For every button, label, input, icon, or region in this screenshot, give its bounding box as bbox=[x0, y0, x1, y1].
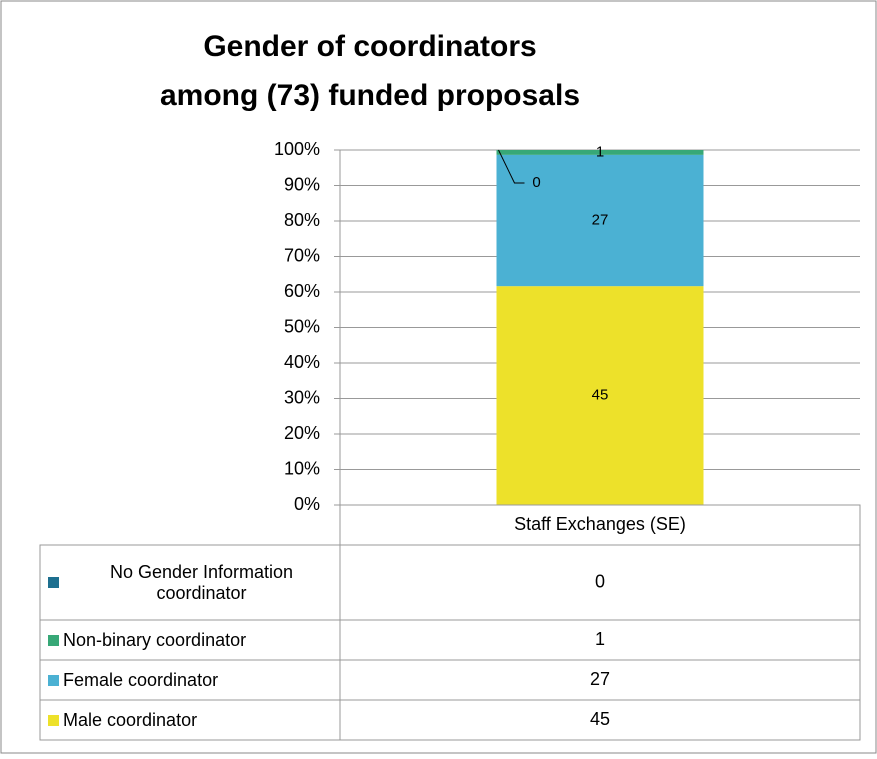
legend-label: Female coordinator bbox=[63, 669, 219, 690]
legend-key bbox=[48, 714, 59, 726]
data-label: 0 bbox=[532, 174, 540, 191]
table-cell bbox=[339, 699, 861, 741]
bar-segment bbox=[496, 286, 704, 505]
bar-segment bbox=[496, 150, 704, 155]
y-tick-label: 30% bbox=[284, 387, 320, 407]
legend-item: Non-binary coordinator bbox=[40, 620, 340, 660]
legend-label: No Gender Information coordinator bbox=[109, 561, 294, 603]
y-tick-label: 20% bbox=[284, 423, 320, 443]
legend-key bbox=[48, 674, 59, 686]
legend-entry: Non-binary coordinator bbox=[40, 620, 340, 660]
x-tick-label: Staff Exchanges (SE) bbox=[514, 514, 686, 534]
data-label: 1 bbox=[596, 143, 604, 160]
legend-entry: Female coordinator bbox=[40, 660, 340, 700]
legend-item: Female coordinator bbox=[40, 660, 340, 700]
y-tick-label: 100% bbox=[274, 139, 320, 159]
table-value: 0 bbox=[595, 571, 605, 591]
y-tick-label: 50% bbox=[284, 316, 320, 336]
y-tick-label: 80% bbox=[284, 210, 320, 230]
y-tick-label: 60% bbox=[284, 281, 320, 301]
y-tick-label: 10% bbox=[284, 458, 320, 478]
legend-label: Male coordinator bbox=[63, 709, 198, 730]
table-value: 45 bbox=[590, 709, 610, 729]
y-tick-label: 40% bbox=[284, 352, 320, 372]
table-value: 1 bbox=[595, 629, 605, 649]
legend-key bbox=[48, 634, 59, 646]
legend-item: Male coordinator bbox=[40, 700, 340, 740]
bar-segment bbox=[496, 154, 704, 287]
legend-key bbox=[48, 577, 59, 588]
legend-entry: No Gender Information coordinator bbox=[40, 545, 340, 620]
legend-item: No Gender Information coordinator bbox=[40, 545, 340, 620]
legend-entry: Male coordinator bbox=[40, 700, 340, 740]
chart-title: Gender of coordinators bbox=[203, 30, 536, 63]
data-label: 45 bbox=[592, 387, 609, 404]
table-value: 27 bbox=[590, 669, 610, 689]
chart-title: among (73) funded proposals bbox=[160, 79, 580, 112]
y-tick-label: 90% bbox=[284, 174, 320, 194]
y-tick-label: 70% bbox=[284, 245, 320, 265]
legend-label: Non-binary coordinator bbox=[63, 629, 247, 650]
leader-line bbox=[498, 149, 525, 184]
data-label: 27 bbox=[592, 211, 609, 228]
y-tick-label: 0% bbox=[294, 494, 320, 514]
